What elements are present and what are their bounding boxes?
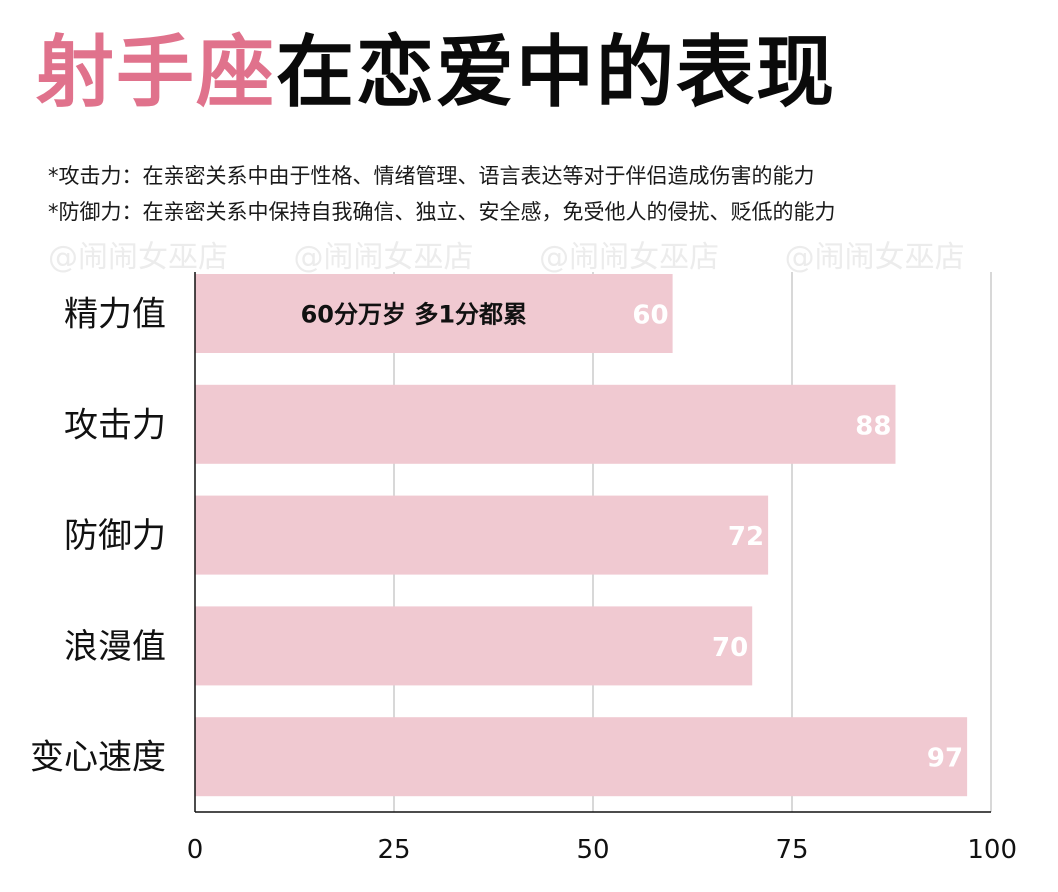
- data-label: 97: [927, 744, 963, 774]
- x-tick-label: 50: [576, 835, 609, 865]
- chart-title: 射手座在恋爱中的表现: [36, 18, 836, 128]
- definition-note-attack: *攻击力：在亲密关系中由于性格、情绪管理、语言表达等对于伴侣造成伤害的能力: [48, 164, 815, 188]
- data-label: 60: [632, 301, 668, 331]
- title-rest: 在恋爱中的表现: [276, 28, 837, 118]
- bar: [195, 274, 673, 353]
- bar: [195, 606, 753, 686]
- definition-note-defense: *防御力：在亲密关系中保持自我确信、独立、安全感，免受他人的侵扰、贬低的能力: [48, 200, 836, 224]
- x-tick-label: 75: [775, 835, 808, 865]
- bar: [195, 717, 968, 797]
- watermark-text: @闹闹女巫店: [539, 240, 720, 275]
- data-label: 88: [855, 411, 891, 441]
- bar: [195, 384, 896, 464]
- data-label: 70: [712, 633, 748, 663]
- title-highlight: 射手座: [36, 28, 277, 118]
- watermark: @闹闹女巫店 @闹闹女巫店 @闹闹女巫店 @闹闹女巫店: [48, 238, 1058, 278]
- data-label: 72: [728, 522, 764, 552]
- watermark-text: @闹闹女巫店: [784, 240, 965, 275]
- category-label: 精力值: [64, 295, 166, 335]
- bar-annotation: 60分万岁 多1分都累: [301, 301, 527, 329]
- watermark-text: @闹闹女巫店: [293, 240, 474, 275]
- watermark-text: @闹闹女巫店: [48, 240, 228, 275]
- category-label: 浪漫值: [64, 627, 166, 667]
- category-label: 攻击力: [64, 405, 166, 445]
- x-tick-label: 0: [187, 835, 204, 865]
- x-tick-label: 100: [967, 835, 1017, 865]
- category-label: 防御力: [64, 516, 166, 556]
- category-label: 变心速度: [30, 738, 166, 778]
- x-tick-label: 25: [377, 835, 410, 865]
- bar: [195, 495, 769, 575]
